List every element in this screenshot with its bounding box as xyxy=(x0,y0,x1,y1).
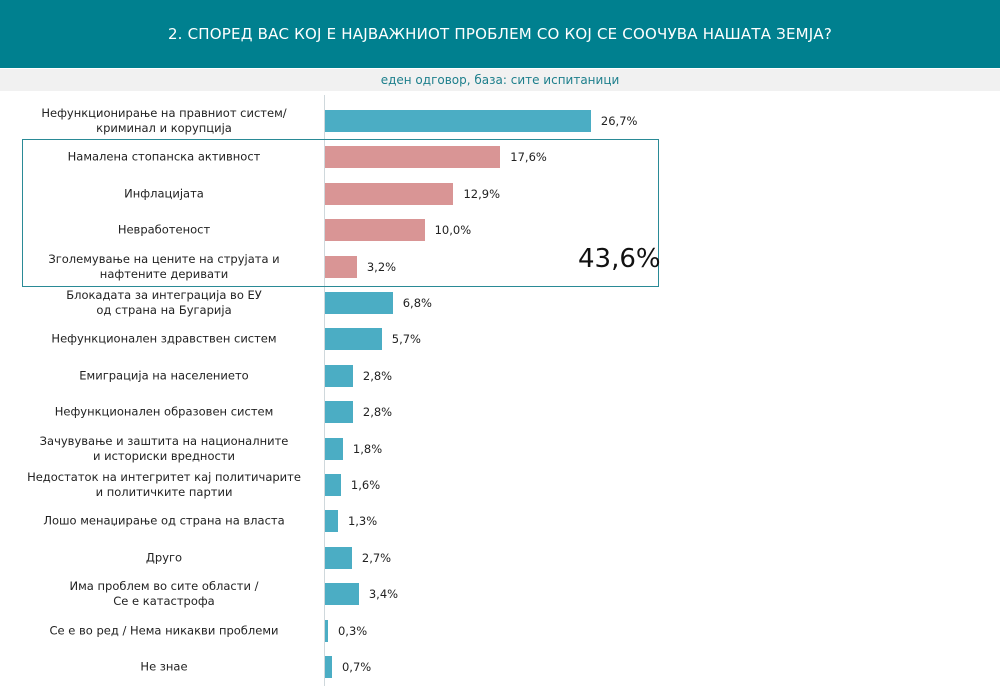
value-label: 2,8% xyxy=(362,405,393,420)
value-label: 2,7% xyxy=(361,550,392,565)
highlight-group-box xyxy=(22,139,659,287)
bar xyxy=(325,437,343,460)
chart-subtitle: еден одговор, база: сите испитаници xyxy=(0,69,1000,91)
bar xyxy=(325,474,341,496)
chart-title: 2. СПОРЕД ВАС КОЈ Е НАЈВАЖНИОТ ПРОБЛЕМ С… xyxy=(0,0,1000,68)
value-label: 0,7% xyxy=(341,660,372,674)
bar xyxy=(325,255,357,278)
category-label: Друго xyxy=(145,550,183,565)
bar xyxy=(325,619,328,642)
bar xyxy=(325,583,359,606)
bar xyxy=(325,146,501,169)
category-label: Нефункционален образовен систем xyxy=(54,404,274,419)
category-label: Намалена стопанска активност xyxy=(67,149,261,164)
highlight-total-label: 43,6% xyxy=(578,244,661,274)
value-label: 26,7% xyxy=(600,114,638,128)
value-label: 12,9% xyxy=(463,186,501,201)
category-label: Нефункционален здравствен систем xyxy=(51,331,277,346)
value-label: 3,4% xyxy=(368,587,399,602)
value-label: 17,6% xyxy=(510,150,547,165)
category-label: Недостаток на интегритет кај политичарит… xyxy=(27,470,301,499)
bar xyxy=(325,110,591,132)
category-label: Не знае xyxy=(140,659,188,674)
category-label: Лошо менаџирање од страна на власта xyxy=(43,513,285,528)
bar xyxy=(325,182,454,205)
bar xyxy=(325,292,393,314)
bar xyxy=(325,219,425,242)
category-label: Инфлацијата xyxy=(124,186,204,201)
value-label: 0,3% xyxy=(337,623,368,638)
value-label: 3,2% xyxy=(366,259,397,274)
category-label: Има проблем во сите области / Се е катаст… xyxy=(69,579,259,609)
value-label: 10,0% xyxy=(434,223,472,238)
category-label: Нефункционирање на правниот систем/крими… xyxy=(41,106,287,135)
category-label: Невработеност xyxy=(117,222,211,237)
bar xyxy=(325,510,338,533)
value-label: 1,6% xyxy=(350,478,381,492)
bar xyxy=(325,656,332,678)
bar xyxy=(325,546,352,569)
category-label: Зачувување и заштита на националните и ис… xyxy=(39,433,289,463)
category-label: Емиграција на населението xyxy=(79,368,249,383)
value-label: 2,8% xyxy=(362,368,393,383)
value-label: 6,8% xyxy=(402,296,432,310)
value-label: 5,7% xyxy=(391,332,421,347)
value-label: 1,8% xyxy=(352,441,383,456)
category-label: Се е во ред / Нема никакви проблеми xyxy=(49,623,279,638)
category-label: Зголемување на цените на струјата и нафте… xyxy=(48,251,280,281)
bar xyxy=(325,328,382,351)
y-axis-line xyxy=(324,95,325,686)
bar xyxy=(325,364,353,387)
category-label: Блокадата за интеграција во ЕУ од страна … xyxy=(66,288,262,317)
bar xyxy=(325,401,353,424)
value-label: 1,3% xyxy=(347,514,378,529)
